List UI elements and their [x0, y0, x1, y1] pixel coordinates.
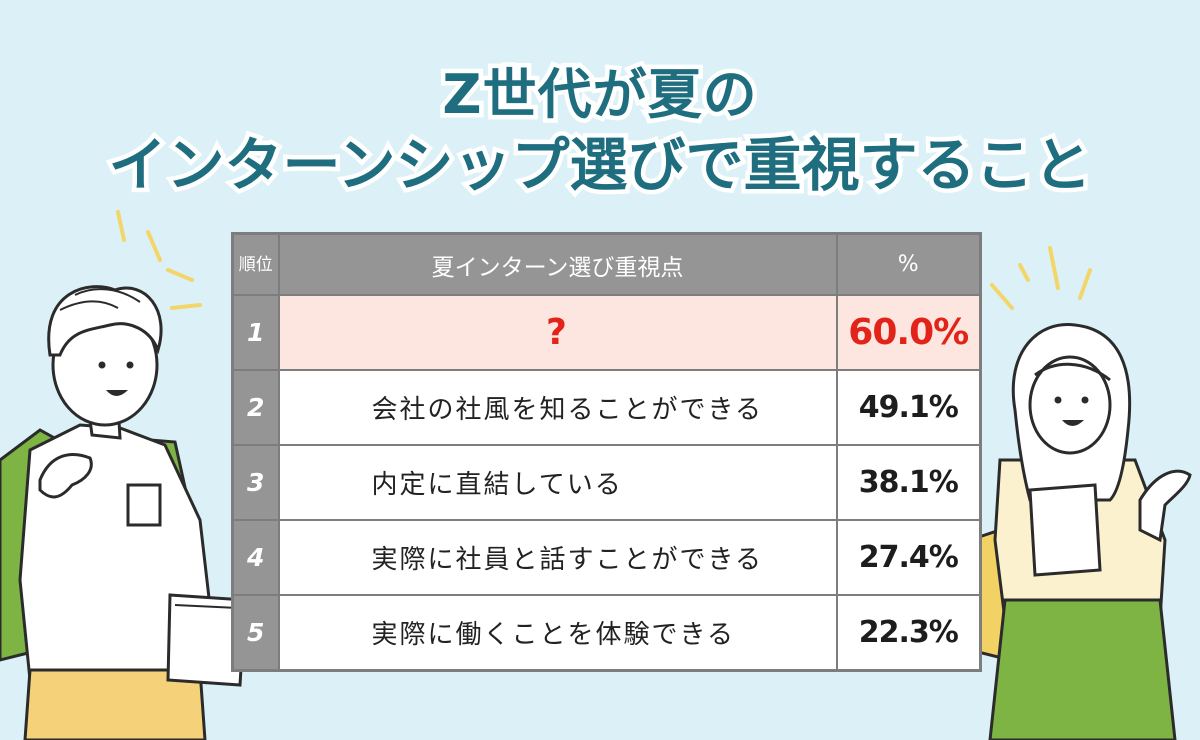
percent-value: 27.4%: [835, 519, 982, 596]
item-label: 実際に社員と話すことができる: [277, 519, 838, 596]
rank-number: 2: [231, 369, 280, 446]
title-line-1: Z世代が夏の: [438, 59, 761, 131]
rank-number: 3: [231, 444, 280, 521]
male-student-illustration: [0, 210, 247, 740]
item-label: 会社の社風を知ることができる: [277, 369, 838, 446]
female-student-illustration: [968, 246, 1192, 740]
table-row: 2 会社の社風を知ることができる 49.1%: [231, 369, 982, 446]
table-header-row: 順位 夏インターン選び重視点 %: [231, 232, 982, 296]
table-row: 1 ? 60.0%: [231, 294, 982, 371]
table-row: 5 実際に働くことを体験できる 22.3%: [231, 594, 982, 672]
percent-value: 22.3%: [835, 594, 982, 672]
header-percent: %: [835, 232, 982, 296]
rank-number: 5: [231, 594, 280, 672]
percent-value: 38.1%: [835, 444, 982, 521]
header-rank: 順位: [231, 232, 280, 296]
title-line-2: インターンシップ選びで重視すること: [104, 127, 1096, 204]
item-label: 内定に直結している: [277, 444, 838, 521]
percent-value: 49.1%: [835, 369, 982, 446]
ranking-table: 順位 夏インターン選び重視点 % 1 ? 60.0% 2 会社の社風を知ることが…: [231, 232, 982, 672]
rank-number: 1: [231, 294, 280, 371]
table-row: 4 実際に社員と話すことができる 27.4%: [231, 519, 982, 596]
rank-number: 4: [231, 519, 280, 596]
table-row: 3 内定に直結している 38.1%: [231, 444, 982, 521]
item-label: 実際に働くことを体験できる: [277, 594, 838, 672]
header-item: 夏インターン選び重視点: [277, 232, 838, 296]
percent-value: 60.0%: [835, 294, 982, 371]
item-label: ?: [277, 294, 838, 371]
